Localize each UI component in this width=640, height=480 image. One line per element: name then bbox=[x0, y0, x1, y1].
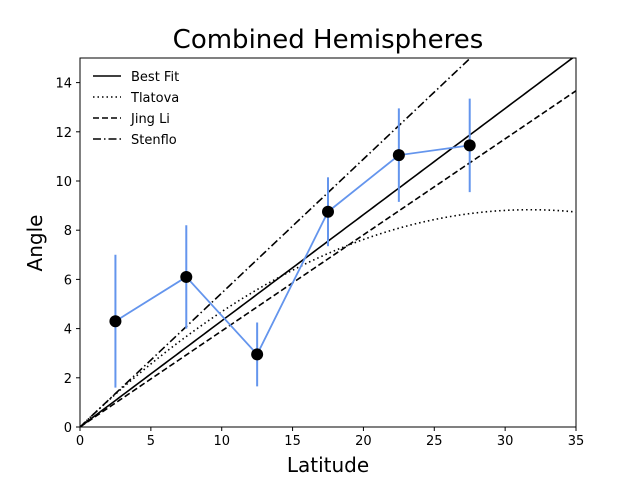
axis-ticks: 0 5 10 15 20 25 30 35 0 2 4 6 8 10 12 14 bbox=[55, 77, 584, 449]
x-tick-label: 10 bbox=[213, 434, 230, 449]
x-tick-label: 35 bbox=[568, 434, 585, 449]
y-axis-label: Angle bbox=[23, 215, 47, 272]
y-tick-label: 12 bbox=[55, 126, 72, 141]
x-tick-label: 5 bbox=[147, 434, 155, 449]
data-point bbox=[322, 205, 334, 218]
data-point bbox=[251, 348, 264, 361]
chart-title: Combined Hemispheres bbox=[173, 25, 484, 55]
legend-label: Jing Li bbox=[130, 112, 170, 127]
y-tick-label: 6 bbox=[64, 273, 72, 288]
y-tick-label: 4 bbox=[64, 323, 72, 338]
data-point bbox=[463, 139, 476, 152]
legend-label: Stenflo bbox=[131, 133, 177, 148]
plot-frame bbox=[79, 57, 577, 428]
x-tick-label: 0 bbox=[76, 434, 84, 449]
y-tick-label: 10 bbox=[55, 175, 72, 190]
legend: Best Fit Tlatova Jing Li Stenflo bbox=[93, 70, 179, 148]
x-tick-label: 25 bbox=[426, 434, 443, 449]
legend-label: Tlatova bbox=[130, 91, 179, 106]
fit-line-jing-li bbox=[80, 90, 576, 427]
y-tick-label: 14 bbox=[55, 77, 72, 92]
x-axis-label: Latitude bbox=[287, 453, 369, 477]
y-tick-label: 8 bbox=[64, 224, 72, 239]
data-point bbox=[109, 315, 122, 328]
legend-label: Best Fit bbox=[131, 70, 179, 85]
data-point bbox=[392, 149, 405, 162]
data-point bbox=[180, 270, 193, 283]
x-tick-label: 20 bbox=[355, 434, 372, 449]
y-tick-label: 0 bbox=[64, 421, 72, 436]
x-tick-label: 30 bbox=[497, 434, 514, 449]
data-series bbox=[109, 139, 476, 361]
x-tick-label: 15 bbox=[284, 434, 301, 449]
y-tick-label: 2 bbox=[64, 372, 72, 387]
data-line bbox=[114, 144, 470, 357]
